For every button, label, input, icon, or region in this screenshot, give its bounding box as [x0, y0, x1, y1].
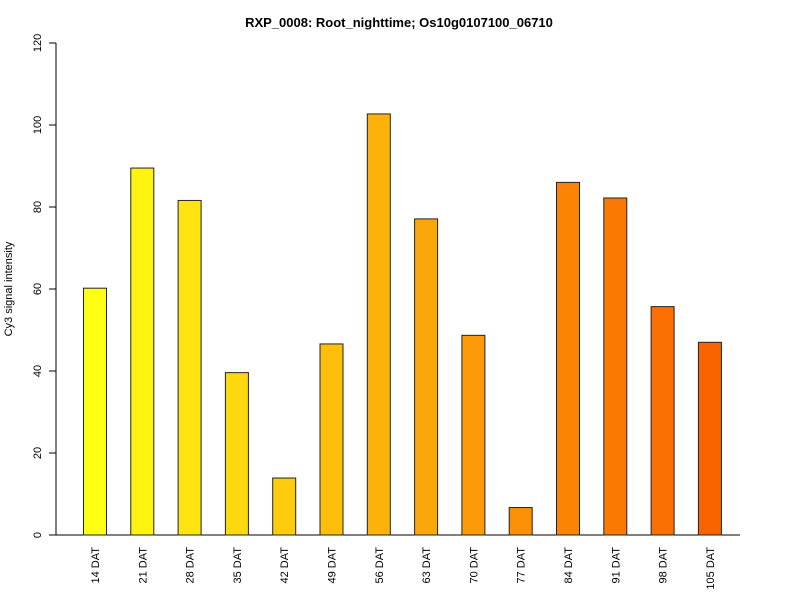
- bar: [83, 287, 107, 536]
- y-tick-label: 120: [32, 34, 44, 52]
- bar: [556, 181, 580, 536]
- bar: [130, 167, 155, 536]
- bar: [224, 372, 249, 536]
- x-tick-label: 98 DAT: [658, 547, 670, 584]
- y-tick-label: 100: [32, 116, 44, 134]
- x-tick-label: 70 DAT: [468, 547, 480, 584]
- x-tick-label: 63 DAT: [421, 547, 433, 584]
- x-tick-label: 84 DAT: [563, 547, 575, 584]
- y-ticks: 0 20 40 60 80 100 120: [32, 34, 56, 538]
- x-tick-label: 105 DAT: [705, 547, 717, 590]
- y-tick-label: 80: [32, 201, 44, 213]
- x-tick-label: 56 DAT: [374, 547, 386, 584]
- x-tick-label: 21 DAT: [137, 547, 149, 584]
- bar: [366, 113, 391, 536]
- bar: [272, 477, 297, 536]
- bar: [177, 199, 202, 536]
- bars: [83, 113, 722, 536]
- x-tick-labels: 14 DAT 21 DAT 28 DAT 35 DAT 42 DAT 49 DAT 56 D…: [90, 547, 717, 590]
- x-tick-label: 91 DAT: [610, 547, 622, 584]
- x-tick-label: 77 DAT: [516, 547, 528, 584]
- x-tick-label: 42 DAT: [279, 547, 291, 584]
- bar: [319, 343, 344, 536]
- bar: [697, 341, 722, 536]
- bar: [461, 334, 486, 536]
- bar: [508, 507, 533, 536]
- y-tick-label: 0: [32, 532, 44, 538]
- y-tick-label: 60: [32, 283, 44, 295]
- x-tick-label: 49 DAT: [327, 547, 339, 584]
- bar: [650, 306, 675, 536]
- bar: [603, 197, 628, 536]
- y-tick-label: 40: [32, 365, 44, 377]
- x-tick-label: 14 DAT: [90, 547, 102, 584]
- x-tick-label: 35 DAT: [232, 547, 244, 584]
- chart-title: RXP_0008: Root_nighttime; Os10g0107100_0…: [245, 15, 553, 30]
- y-axis-label: Cy3 signal intensity: [3, 241, 15, 336]
- x-tick-label: 28 DAT: [185, 547, 197, 584]
- bar: [414, 218, 439, 536]
- y-tick-label: 20: [32, 447, 44, 459]
